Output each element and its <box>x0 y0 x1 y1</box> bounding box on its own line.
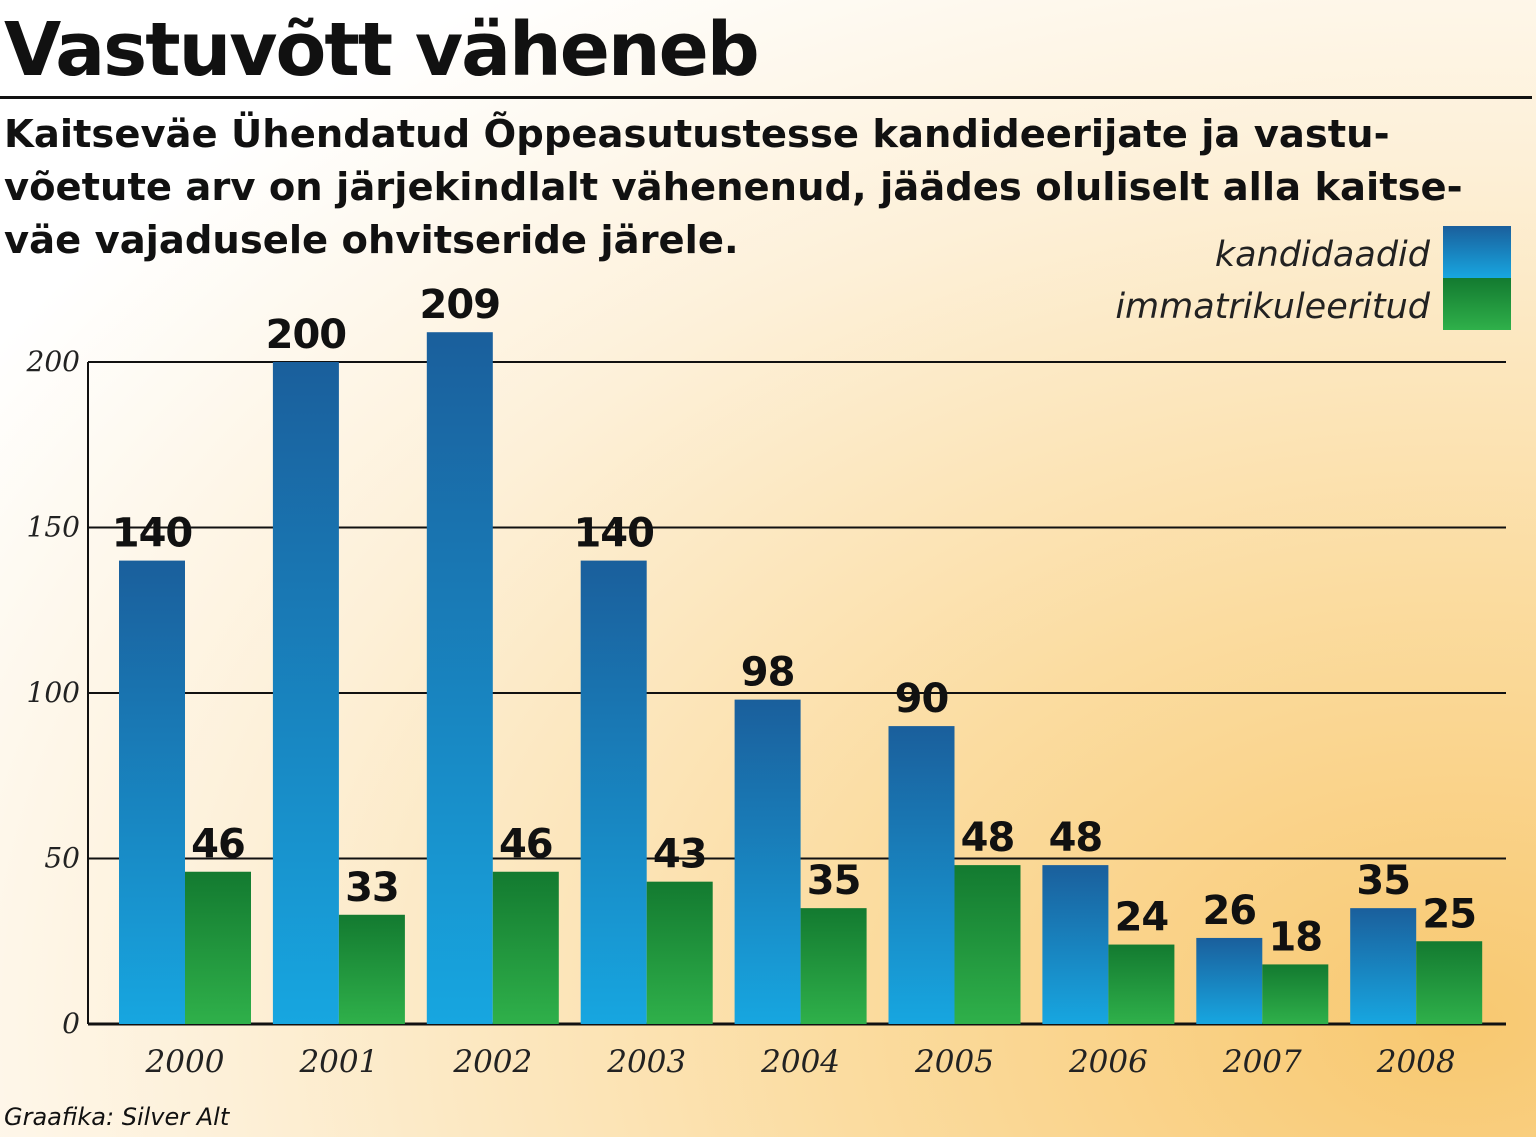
data-label-kandidaadid-2007: 26 <box>1202 888 1256 934</box>
bar-immatrikuleeritud-2007 <box>1262 964 1329 1024</box>
bar-immatrikuleeritud-2003 <box>646 881 713 1024</box>
x-tick-label-2007: 2007 <box>1222 1044 1302 1080</box>
bar-kandidaadid-2001 <box>272 362 339 1024</box>
title-rule <box>0 96 1532 99</box>
y-tick-label-50: 50 <box>44 842 80 875</box>
y-tick-label-0: 0 <box>62 1007 80 1040</box>
data-label-immatrikuleeritud-2002: 46 <box>499 822 553 868</box>
bar-immatrikuleeritud-2008 <box>1416 941 1483 1024</box>
legend-label-kandidaadid: kandidaadid <box>1215 235 1431 275</box>
bar-kandidaadid-2002 <box>426 332 493 1025</box>
x-tick-label-2005: 2005 <box>914 1044 994 1080</box>
x-tick-label-2008: 2008 <box>1376 1044 1456 1080</box>
data-label-immatrikuleeritud-2008: 25 <box>1422 891 1476 937</box>
x-tick-label-2000: 2000 <box>145 1044 225 1080</box>
bars: 140 46 200 33 209 46 140 43 98 35 90 48 48 24 26 18 35 25 <box>112 282 1483 1025</box>
subtitle-line-3: väe vajadusele ohvitseride järele. <box>4 218 739 263</box>
subtitle-line-2: võetute arv on järjekindlalt vähenenud, … <box>4 165 1463 210</box>
x-tick-label-2001: 2001 <box>298 1044 378 1080</box>
credit-text: Graafika: Silver Alt <box>4 1103 230 1131</box>
data-label-kandidaadid-2003: 140 <box>573 511 654 557</box>
data-label-immatrikuleeritud-2001: 33 <box>345 865 399 911</box>
bar-kandidaadid-2000 <box>119 560 185 1024</box>
y-tick-label-200: 200 <box>26 345 80 378</box>
data-label-kandidaadid-2000: 140 <box>112 511 193 557</box>
data-label-immatrikuleeritud-2005: 48 <box>961 815 1015 861</box>
legend: kandidaadid immatrikuleeritud <box>1115 226 1511 330</box>
bar-immatrikuleeritud-2002 <box>492 871 559 1024</box>
data-label-kandidaadid-2008: 35 <box>1356 858 1410 904</box>
bar-immatrikuleeritud-2000 <box>185 871 251 1024</box>
y-tick-label-100: 100 <box>27 676 80 709</box>
legend-swatch-kandidaadid <box>1443 226 1511 278</box>
chart-subtitle: Kaitseväe Ühendatud Õppeasutustesse kand… <box>4 108 1514 267</box>
x-tick-label-2006: 2006 <box>1068 1044 1148 1080</box>
bar-kandidaadid-2005 <box>888 726 955 1024</box>
bar-immatrikuleeritud-2004 <box>800 908 867 1024</box>
data-label-immatrikuleeritud-2000: 46 <box>191 822 245 868</box>
data-label-kandidaadid-2001: 200 <box>266 312 347 358</box>
data-label-kandidaadid-2006: 48 <box>1049 815 1103 861</box>
data-label-kandidaadid-2004: 98 <box>741 650 795 696</box>
data-label-kandidaadid-2005: 90 <box>895 676 949 722</box>
chart-title: Vastuvõtt väheneb <box>4 7 760 93</box>
data-label-immatrikuleeritud-2004: 35 <box>807 858 861 904</box>
data-label-kandidaadid-2002: 209 <box>420 282 501 328</box>
bar-kandidaadid-2006 <box>1042 865 1109 1024</box>
x-tick-label-2004: 2004 <box>760 1044 840 1080</box>
data-label-immatrikuleeritud-2006: 24 <box>1115 895 1169 941</box>
y-tick-label-150: 150 <box>27 511 80 544</box>
bar-kandidaadid-2003 <box>580 560 647 1024</box>
bar-immatrikuleeritud-2006 <box>1108 944 1175 1024</box>
legend-swatch-immatrikuleeritud <box>1443 278 1511 330</box>
bar-immatrikuleeritud-2001 <box>338 914 405 1024</box>
bar-kandidaadid-2008 <box>1350 908 1417 1024</box>
x-tick-label-2002: 2002 <box>452 1044 532 1080</box>
x-tick-label-2003: 2003 <box>606 1044 686 1080</box>
bar-kandidaadid-2007 <box>1196 937 1263 1024</box>
subtitle-line-1: Kaitseväe Ühendatud Õppeasutustesse kand… <box>4 112 1390 157</box>
x-axis: 2000 2001 2002 2003 2004 2005 2006 2007 2008 <box>145 1044 1456 1080</box>
bar-kandidaadid-2004 <box>734 699 801 1024</box>
legend-label-immatrikuleeritud: immatrikuleeritud <box>1115 287 1430 327</box>
bar-immatrikuleeritud-2005 <box>954 865 1021 1024</box>
y-axis: 0 50 100 150 200 <box>26 345 89 1040</box>
data-label-immatrikuleeritud-2007: 18 <box>1268 914 1322 960</box>
data-label-immatrikuleeritud-2003: 43 <box>653 832 707 878</box>
